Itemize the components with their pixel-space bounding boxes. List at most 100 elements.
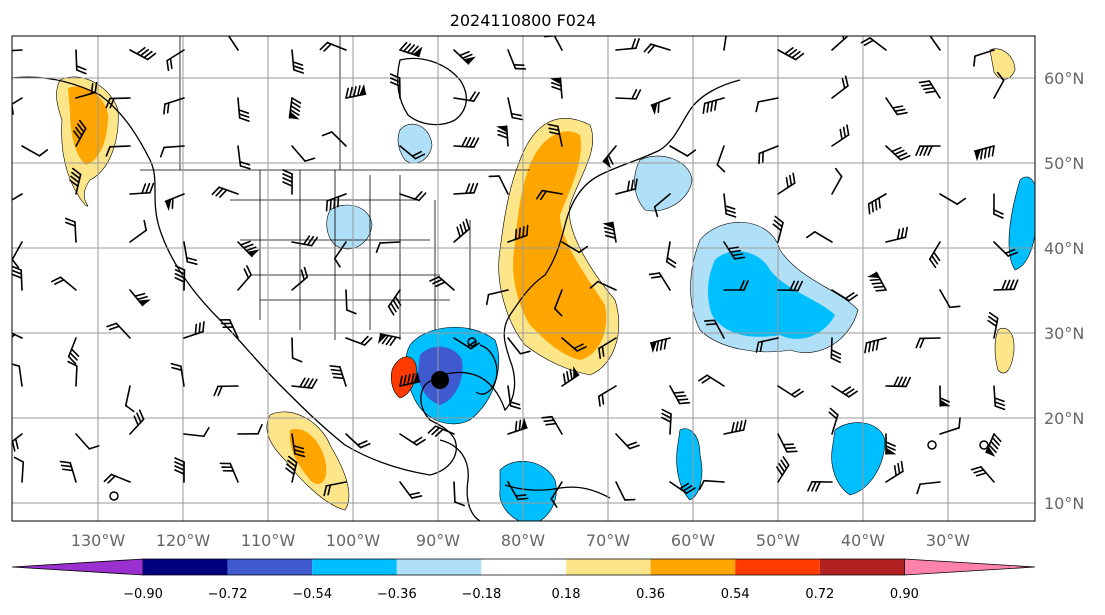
wind-barb xyxy=(885,460,904,483)
wind-barb xyxy=(219,462,239,483)
wind-barb xyxy=(453,136,480,148)
wind-barb xyxy=(105,145,131,157)
colorbar-bin xyxy=(312,559,397,575)
wind-barb xyxy=(453,49,476,65)
lon-label: 120°W xyxy=(156,531,211,550)
lat-label: 10°N xyxy=(1044,494,1084,513)
wind-barb xyxy=(777,172,796,195)
shade-central-blue xyxy=(676,428,703,501)
wind-barb xyxy=(615,433,640,450)
small-circle-marker xyxy=(109,491,119,501)
wind-barb xyxy=(163,97,185,115)
wind-barb xyxy=(174,457,185,483)
colorbar-tick-label: −0.36 xyxy=(377,587,417,602)
lon-label: 130°W xyxy=(71,531,126,550)
wind-barb xyxy=(831,289,858,302)
wind-barb xyxy=(291,49,305,74)
wind-barb xyxy=(183,321,205,339)
wind-barb xyxy=(653,193,671,218)
wind-barb xyxy=(993,385,1006,411)
wind-barb xyxy=(755,97,779,113)
wind-barb xyxy=(59,460,77,483)
colorbar-bin xyxy=(650,559,736,575)
wind-barb xyxy=(399,145,426,160)
wind-barb xyxy=(550,481,563,508)
wind-barb xyxy=(993,279,1019,291)
shade-mexico-orange xyxy=(289,429,327,484)
colorbar-tick-label: 0.54 xyxy=(721,587,750,602)
wind-barb xyxy=(12,433,23,455)
wind-barb xyxy=(973,145,995,162)
wind-barb xyxy=(387,289,402,316)
wind-barb xyxy=(389,73,401,99)
colorbar-tick-label: −0.18 xyxy=(461,587,501,602)
wind-barb xyxy=(915,337,941,349)
map-frame xyxy=(11,35,1036,522)
wind-barb xyxy=(723,280,749,291)
wind-barb xyxy=(50,276,77,291)
wind-barb xyxy=(237,423,263,435)
wind-barb xyxy=(723,193,737,218)
wind-barb xyxy=(453,91,480,102)
wind-barb xyxy=(237,97,250,122)
wind-barb xyxy=(124,385,135,413)
wind-barb xyxy=(333,241,347,268)
wind-barb xyxy=(399,481,423,499)
wind-barb xyxy=(106,322,131,339)
wind-barb xyxy=(291,266,309,291)
wind-barb xyxy=(129,219,148,243)
wind-barb xyxy=(399,191,427,202)
storm-center-marker xyxy=(431,371,449,389)
wind-barb xyxy=(758,145,779,165)
wind-barb xyxy=(164,193,185,212)
wind-barb xyxy=(723,241,746,260)
wind-barb xyxy=(319,41,347,52)
wind-barb xyxy=(75,81,98,99)
wind-barb xyxy=(615,178,638,195)
wind-barb xyxy=(918,80,941,99)
wind-barb xyxy=(723,419,747,435)
wind-barb xyxy=(69,167,82,195)
shade-gulf-red xyxy=(390,356,417,399)
colorbar-tick-label: 0.36 xyxy=(636,587,665,602)
wind-barb xyxy=(598,337,617,360)
wind-barb xyxy=(807,481,833,492)
wind-barb xyxy=(698,479,725,491)
wind-barb xyxy=(12,362,23,387)
wind-barb xyxy=(453,182,479,195)
colorbar-tick-label: 0.72 xyxy=(805,587,834,602)
colorbar-tick-label: −0.54 xyxy=(292,587,332,602)
wind-barb xyxy=(375,241,401,253)
colorbar-tick-labels: −0.90 −0.72 −0.54 −0.36 −0.18 0.18 0.36 … xyxy=(123,587,919,602)
wind-barb xyxy=(213,385,239,397)
wind-barb xyxy=(993,193,1004,219)
lon-label: 80°W xyxy=(501,531,545,550)
shade-plains-lightblue xyxy=(326,204,373,250)
wind-barb xyxy=(429,276,455,291)
wind-barb xyxy=(399,371,421,387)
lat-label: 20°N xyxy=(1044,409,1084,428)
wind-barb xyxy=(183,241,198,265)
wind-barb xyxy=(831,167,843,195)
wind-barb xyxy=(321,131,347,147)
colorbar-tick-label: −0.90 xyxy=(123,587,163,602)
wind-barb xyxy=(103,473,131,484)
wind-barb xyxy=(75,433,100,450)
lat-label: 40°N xyxy=(1044,239,1084,258)
wind-barb xyxy=(219,319,239,339)
coastlines xyxy=(12,57,741,521)
wind-barb xyxy=(496,125,509,147)
colorbar-over-triangle xyxy=(904,558,1036,576)
wind-barb xyxy=(993,241,1019,257)
wind-barb xyxy=(703,319,725,339)
wind-barb xyxy=(13,456,25,483)
lon-label: 60°W xyxy=(671,531,715,550)
wind-barb xyxy=(129,409,145,435)
wind-barb xyxy=(939,193,967,205)
wind-barb xyxy=(669,145,697,157)
wind-barb xyxy=(73,119,87,147)
wind-barb xyxy=(828,407,839,435)
lon-label: 70°W xyxy=(586,531,630,550)
wind-barb xyxy=(64,217,77,243)
borders xyxy=(140,36,530,340)
